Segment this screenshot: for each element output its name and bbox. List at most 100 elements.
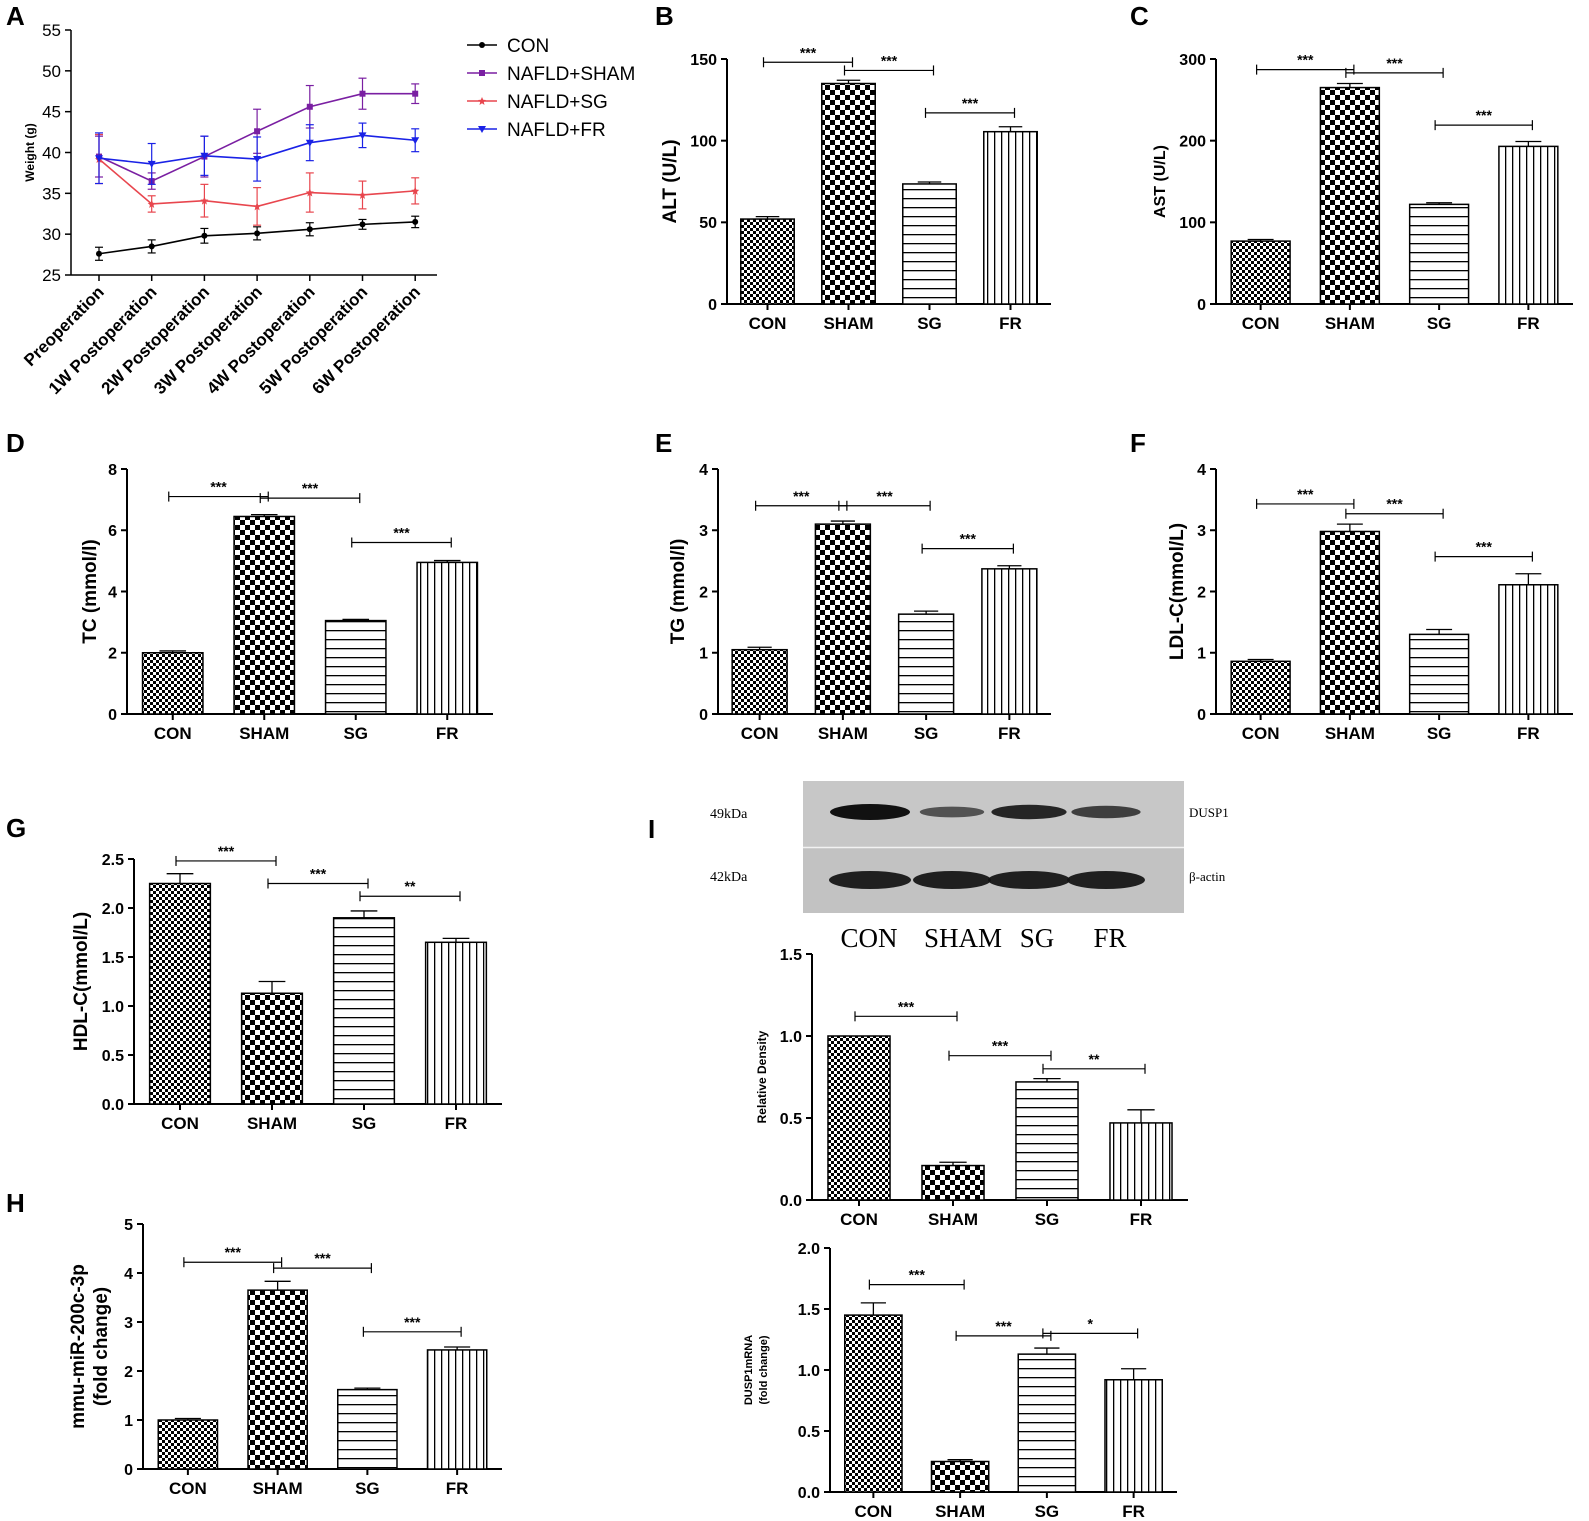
bar-con: [1230, 660, 1291, 715]
y-tick-label: 3: [699, 523, 708, 540]
bar-sham: [930, 1460, 990, 1493]
significance-label: ***: [225, 1244, 242, 1260]
bar-con: [827, 1035, 891, 1201]
y-axis-label: DUSP1mRNA: [743, 1335, 755, 1405]
x-tick-label: FR: [1130, 1210, 1153, 1229]
x-tick-label: CON: [749, 314, 787, 333]
significance-label: ***: [310, 866, 327, 882]
bar-fr: [1498, 145, 1559, 305]
y-axis-label: mmu-miR-200c-3p: [68, 1264, 89, 1429]
y-tick-label: 2.0: [798, 1241, 820, 1258]
blot-kda-bottom: 42kDa: [710, 870, 748, 885]
data-point: [148, 243, 155, 250]
bar-con: [157, 1419, 219, 1470]
x-tick-label: FR: [446, 1479, 469, 1498]
panel-label-a: A: [6, 1, 25, 31]
x-tick-label: SHAM: [928, 1210, 978, 1229]
significance-label: *: [1088, 1315, 1094, 1331]
y-axis-label: Weight (g): [23, 123, 37, 181]
x-tick-label: SG: [1427, 724, 1452, 743]
bar-sham: [1319, 86, 1381, 305]
y-tick-label: 1.0: [780, 1029, 802, 1046]
bar-con: [731, 648, 788, 715]
blot-lane-label: SHAM: [924, 923, 1002, 953]
blot-protein-bottom: β-actin: [1189, 869, 1226, 884]
y-axis-label: (fold change): [91, 1287, 112, 1406]
data-point: [305, 139, 314, 147]
significance-label: ***: [881, 52, 898, 68]
y-tick-label: 0.0: [102, 1097, 124, 1114]
panel-label-f: F: [1130, 428, 1146, 458]
y-tick-label: 1: [1197, 646, 1206, 663]
bar-fr: [416, 561, 479, 715]
y-tick-label: 45: [42, 103, 61, 122]
x-tick-label: SHAM: [247, 1114, 297, 1133]
x-tick-label: SG: [1035, 1502, 1060, 1521]
x-tick-label: SHAM: [253, 1479, 303, 1498]
significance-label: ***: [898, 998, 915, 1014]
y-tick-label: 0: [124, 1462, 133, 1479]
bar-sham: [233, 515, 296, 715]
y-tick-label: 6: [108, 523, 117, 540]
bar-con: [148, 882, 212, 1105]
bar-sg: [1015, 1081, 1079, 1201]
x-tick-label: CON: [854, 1502, 892, 1521]
y-tick-label: 4: [699, 462, 708, 479]
y-axis-label: HDL-C(mmol/L): [71, 912, 92, 1051]
dusp1-mrna-bar-chart: 0.0 0.5 1.0 1.5 2.0 DUSP1mRNA (fold change) CON…: [743, 1241, 1177, 1521]
y-tick-label: 0: [108, 707, 117, 724]
x-tick-label: SHAM: [1325, 724, 1375, 743]
significance-label: ***: [793, 488, 810, 504]
bar-sham: [921, 1164, 985, 1201]
significance-label: ***: [995, 1318, 1012, 1334]
y-tick-label: 50: [42, 62, 61, 81]
panel-label-i: I: [648, 814, 655, 844]
legend-label: CON: [507, 36, 549, 57]
data-point: [411, 186, 420, 195]
panel-label-b: B: [655, 1, 674, 31]
data-point: [306, 226, 313, 233]
significance-label: ***: [302, 480, 319, 496]
y-tick-label: 4: [108, 584, 117, 601]
x-tick-label: CON: [1242, 724, 1280, 743]
data-point: [95, 155, 103, 163]
bar-sg: [897, 613, 955, 715]
significance-label: ***: [1476, 107, 1493, 123]
data-point: [479, 70, 485, 76]
ldl-bar-chart: 0 1 2 3 4 LDL-C(mmol/L) CON SHAM SG FR *** *** ***: [1167, 462, 1573, 743]
data-point: [359, 221, 366, 228]
blot-bands: [829, 804, 1145, 889]
y-tick-label: 1.5: [102, 950, 124, 967]
data-point: [411, 137, 420, 145]
y-tick-label: 2: [124, 1364, 133, 1381]
x-tick-label: CON: [741, 724, 779, 743]
y-tick-label: 1.5: [798, 1302, 820, 1319]
blot-kda-top: 49kDa: [710, 807, 748, 822]
significance-label: ***: [218, 843, 235, 859]
significance-label: ***: [314, 1250, 331, 1266]
panel-label-e: E: [655, 428, 672, 458]
blot-protein-top: DUSP1: [1189, 805, 1229, 820]
panel-label-c: C: [1130, 1, 1149, 31]
y-tick-label: 2.5: [102, 852, 124, 869]
actin-band: [988, 871, 1070, 889]
significance-label: ***: [1386, 496, 1403, 512]
x-tick-label: FR: [436, 724, 459, 743]
significance-label: ***: [962, 95, 979, 111]
bar-fr: [983, 130, 1038, 305]
significance-label: ***: [393, 525, 410, 541]
x-tick-label: FR: [1517, 724, 1540, 743]
y-tick-label: 35: [42, 184, 61, 203]
blot-lane-label: SG: [1020, 923, 1055, 953]
y-tick-label: 55: [42, 21, 61, 40]
x-tick-label: FR: [998, 724, 1021, 743]
data-point: [254, 128, 261, 135]
significance-label: ***: [1297, 52, 1314, 68]
significance-label: ***: [800, 44, 817, 60]
bar-sg: [324, 619, 387, 715]
panel-label-g: G: [6, 813, 26, 843]
data-point: [201, 232, 208, 239]
bar-sg: [1017, 1353, 1077, 1493]
